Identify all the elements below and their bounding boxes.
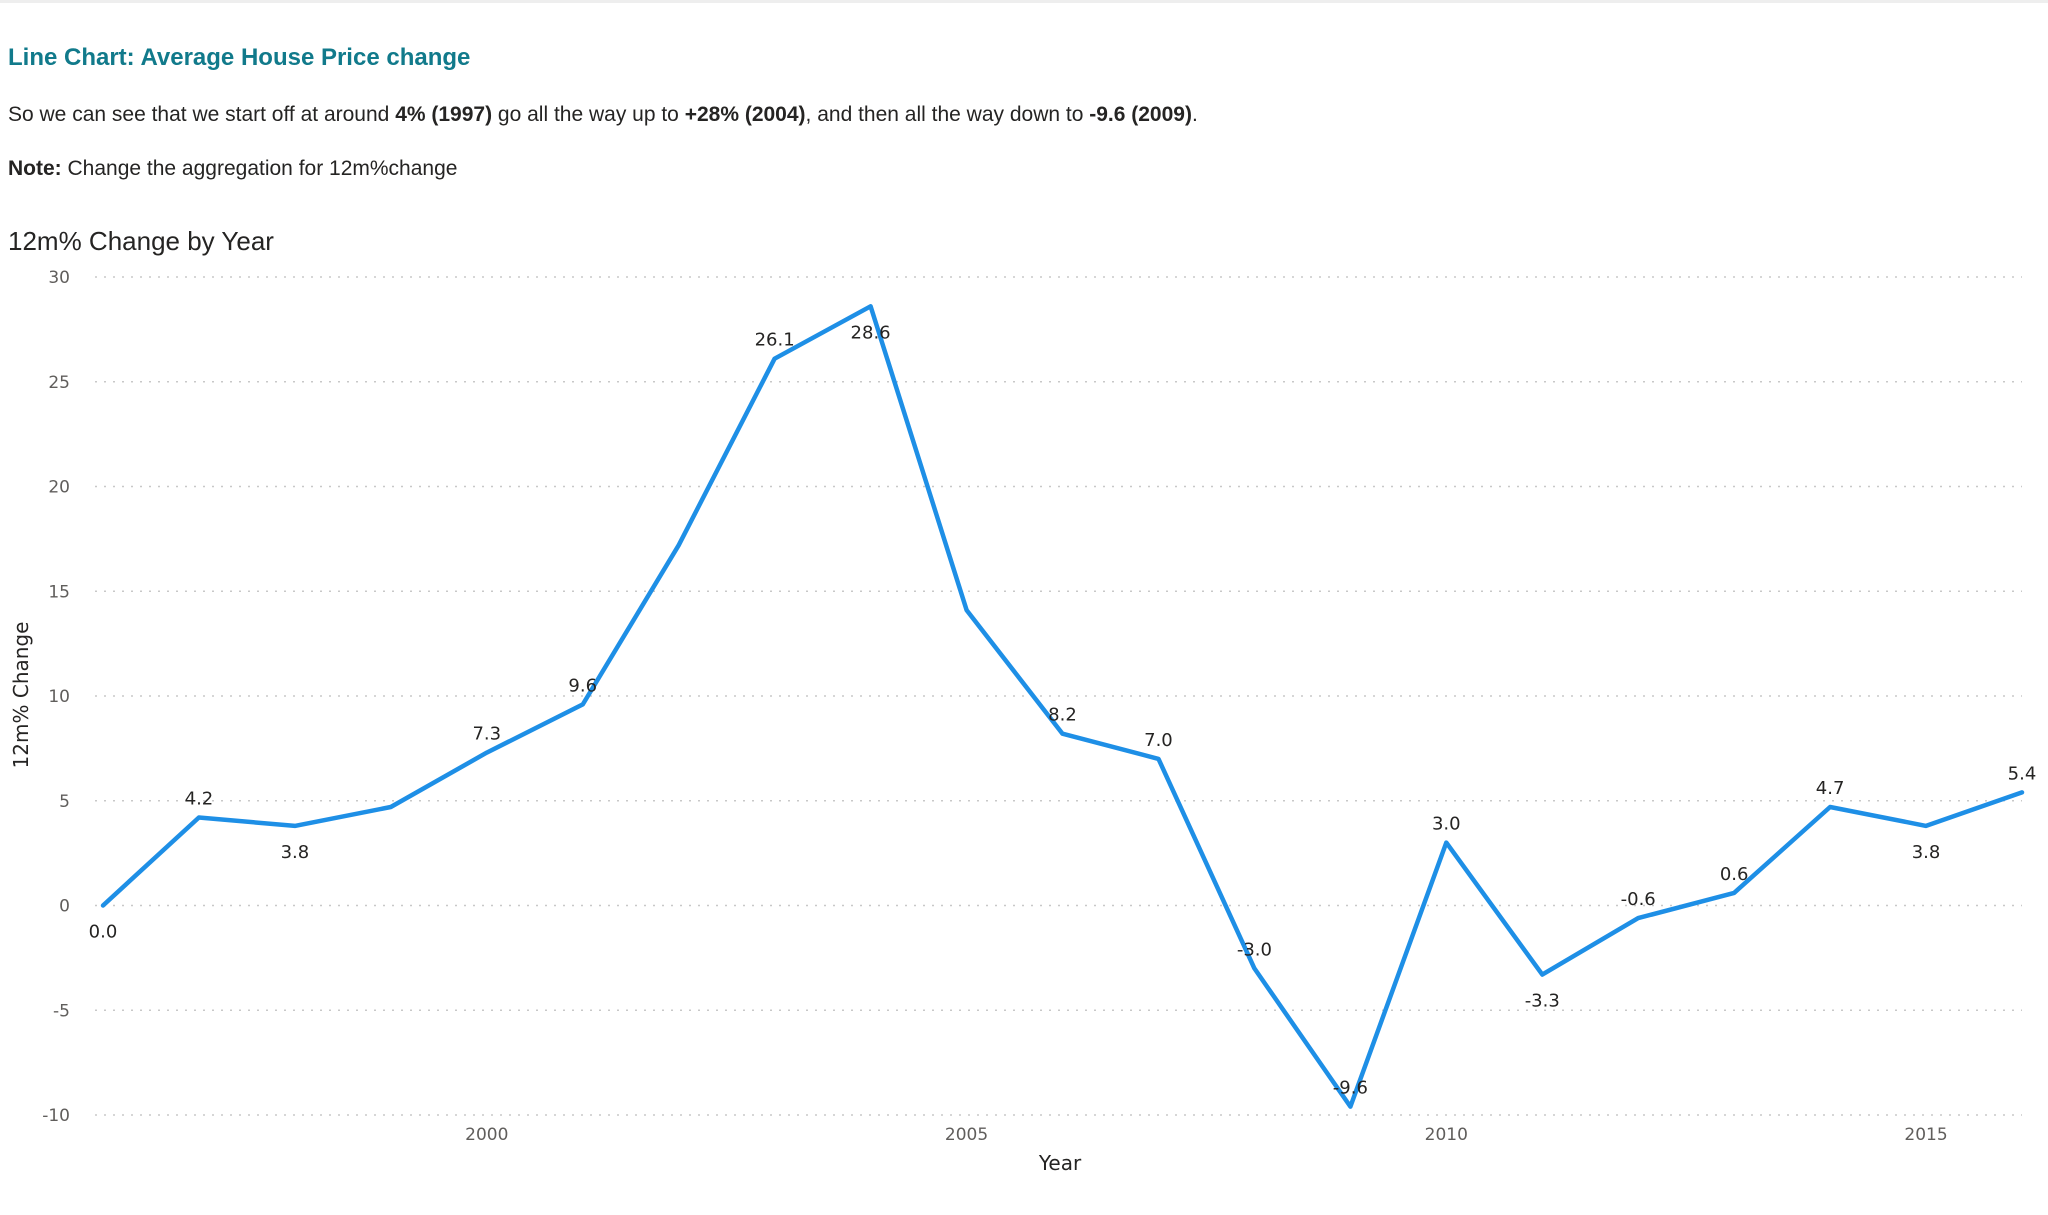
data-point-2003[interactable]: [768, 352, 782, 366]
data-point-1999[interactable]: [384, 800, 398, 814]
data-point-2000[interactable]: [480, 746, 494, 760]
data-point-2007[interactable]: [1151, 752, 1165, 766]
data-point-2013[interactable]: [1727, 886, 1741, 900]
data-label-2004: 28.6: [851, 322, 891, 343]
y-tick-label: 10: [48, 687, 70, 707]
intro-bold-peak: +28% (2004): [684, 103, 806, 126]
intro-text-1: So we can see that we start off at aroun…: [8, 103, 396, 126]
data-label-2003: 26.1: [755, 330, 795, 351]
data-label-2013: 0.6: [1720, 864, 1749, 885]
x-tick-label: 2015: [1904, 1125, 1947, 1145]
data-point-2009[interactable]: [1343, 1100, 1357, 1114]
y-tick-label: 20: [48, 478, 70, 498]
y-tick-label: 15: [48, 582, 70, 602]
y-tick-label: -5: [53, 1001, 70, 1021]
section-heading: Line Chart: Average House Price change: [8, 44, 471, 71]
note-text: Change the aggregation for 12m%change: [61, 157, 458, 180]
data-label-2008: -3.0: [1237, 939, 1272, 960]
y-axis-title: 12m% Change: [9, 622, 33, 769]
gridlines: [95, 276, 2022, 1116]
series: [96, 299, 2029, 1114]
data-label-2015: 3.8: [1912, 842, 1941, 863]
data-point-2008[interactable]: [1247, 961, 1261, 975]
note-paragraph: Note: Change the aggregation for 12m%cha…: [8, 157, 457, 181]
intro-paragraph: So we can see that we start off at aroun…: [8, 103, 1198, 127]
y-tick-label: 5: [59, 792, 70, 812]
data-point-2005[interactable]: [960, 603, 974, 617]
data-point-2002[interactable]: [672, 538, 686, 552]
x-tick-label: 2000: [465, 1125, 508, 1145]
data-label-2001: 9.6: [568, 675, 597, 696]
x-axis-title: Year: [1038, 1151, 1082, 1175]
x-tick-label: 2005: [945, 1125, 988, 1145]
intro-text-4: .: [1191, 103, 1198, 126]
top-divider: [0, 0, 2048, 3]
intro-bold-low: -9.6 (2009): [1089, 103, 1192, 126]
data-point-1997[interactable]: [192, 811, 206, 825]
data-point-2012[interactable]: [1631, 911, 1645, 925]
intro-bold-start: 4% (1997): [395, 103, 493, 126]
data-label-2014: 4.7: [1816, 778, 1845, 799]
data-label-2016: 5.4: [2008, 763, 2037, 784]
data-label-2009: -9.6: [1333, 1078, 1368, 1099]
data-point-2006[interactable]: [1056, 727, 1070, 741]
data-label-2006: 8.2: [1048, 705, 1077, 726]
intro-text-3: , and then all the way down to: [805, 103, 1090, 126]
y-axis-ticks: 30 25 20 15 10 5 0 -5 -10: [42, 268, 70, 1126]
y-tick-label: 25: [48, 373, 70, 393]
data-point-2010[interactable]: [1439, 836, 1453, 850]
y-tick-label: 30: [48, 268, 70, 288]
data-point-2016[interactable]: [2015, 785, 2029, 799]
x-tick-label: 2010: [1425, 1125, 1468, 1145]
data-label-2000: 7.3: [472, 724, 501, 745]
note-label: Note:: [8, 157, 62, 180]
y-tick-label: 0: [59, 897, 70, 917]
data-label-1998: 3.8: [281, 842, 310, 863]
data-label-2011: -3.3: [1525, 991, 1560, 1012]
data-point-1998[interactable]: [288, 819, 302, 833]
data-label-1997: 4.2: [185, 789, 214, 810]
data-label-2010: 3.0: [1432, 814, 1461, 835]
data-point-2011[interactable]: [1535, 968, 1549, 982]
data-labels: 0.0 4.2 3.8 7.3 9.6 26.1 28.6 8.2 7.0 -3.0 -9.6 3.0…: [89, 322, 2037, 1098]
y-tick-label: -10: [42, 1106, 70, 1126]
data-label-1996: 0.0: [89, 922, 118, 943]
series-line-0[interactable]: [100, 304, 2025, 1109]
x-axis-ticks: 2000 2005 2010 2015: [465, 1125, 1948, 1145]
data-point-2001[interactable]: [576, 697, 590, 711]
data-point-1996[interactable]: [96, 899, 110, 913]
data-label-2012: -0.6: [1621, 889, 1656, 910]
data-point-2015[interactable]: [1919, 819, 1933, 833]
intro-text-2: go all the way up to: [492, 103, 685, 126]
data-point-2004[interactable]: [864, 299, 878, 313]
data-point-2014[interactable]: [1823, 800, 1837, 814]
data-label-2007: 7.0: [1144, 730, 1173, 751]
chart-title: 12m% Change by Year: [8, 226, 274, 256]
